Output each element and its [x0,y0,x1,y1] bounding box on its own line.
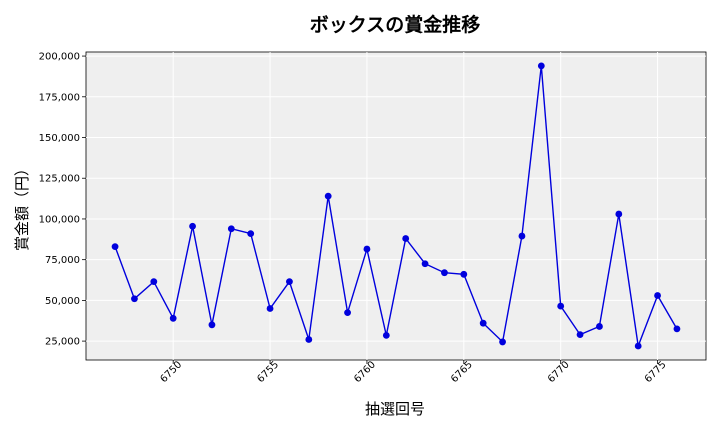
x-tick-label: 6750 [159,359,185,385]
data-point [266,305,274,312]
data-point [189,222,196,230]
x-tick-label: 6755 [255,359,281,385]
chart-title: ボックスの賞金推移 [310,13,480,36]
y-tick-label: 100,000 [39,214,80,225]
data-point [169,314,177,322]
data-point [576,331,584,338]
data-point [324,192,332,200]
data-point [111,243,119,251]
data-point [557,302,565,310]
y-tick-label: 175,000 [39,92,80,103]
data-point [479,319,487,327]
data-point [537,62,545,70]
data-point [344,309,351,317]
y-axis: 25,000 50,000 75,000 100,000 125,000 150,000 1… [39,52,86,348]
x-tick-label: 6775 [643,359,669,385]
y-tick-label: 125,000 [39,174,80,185]
y-tick-label: 200,000 [39,52,80,63]
data-point [615,210,623,218]
grid-lines [86,52,706,360]
data-point [673,325,681,333]
data-point [227,225,235,233]
series-line [114,65,678,349]
data-points [111,62,681,350]
data-point [499,338,506,346]
data-point [286,278,293,286]
data-point [634,342,642,350]
data-point [150,278,158,286]
data-point [402,235,410,242]
y-axis-label: 賞金額（円） [13,161,31,251]
y-tick-label: 150,000 [39,133,80,144]
data-point [421,260,429,268]
y-tick-label: 75,000 [45,255,80,266]
data-point [131,295,138,303]
data-point [654,292,661,299]
x-axis: 6750 6755 6760 6765 6770 6775 [159,359,669,385]
data-point [305,336,313,343]
y-tick-label: 50,000 [45,296,80,307]
data-point [363,245,371,253]
y-tick-label: 25,000 [45,337,80,348]
x-tick-label: 6760 [352,359,378,385]
data-point [208,321,216,329]
data-point [518,232,526,240]
x-tick-label: 6765 [449,359,475,385]
data-point [460,270,468,278]
data-point [596,323,603,330]
data-point [247,230,255,238]
x-axis-label: 抽選回号 [365,400,425,418]
plot-area [85,51,707,361]
x-tick-label: 6770 [546,359,572,385]
data-point [382,332,390,339]
data-point [441,269,448,277]
